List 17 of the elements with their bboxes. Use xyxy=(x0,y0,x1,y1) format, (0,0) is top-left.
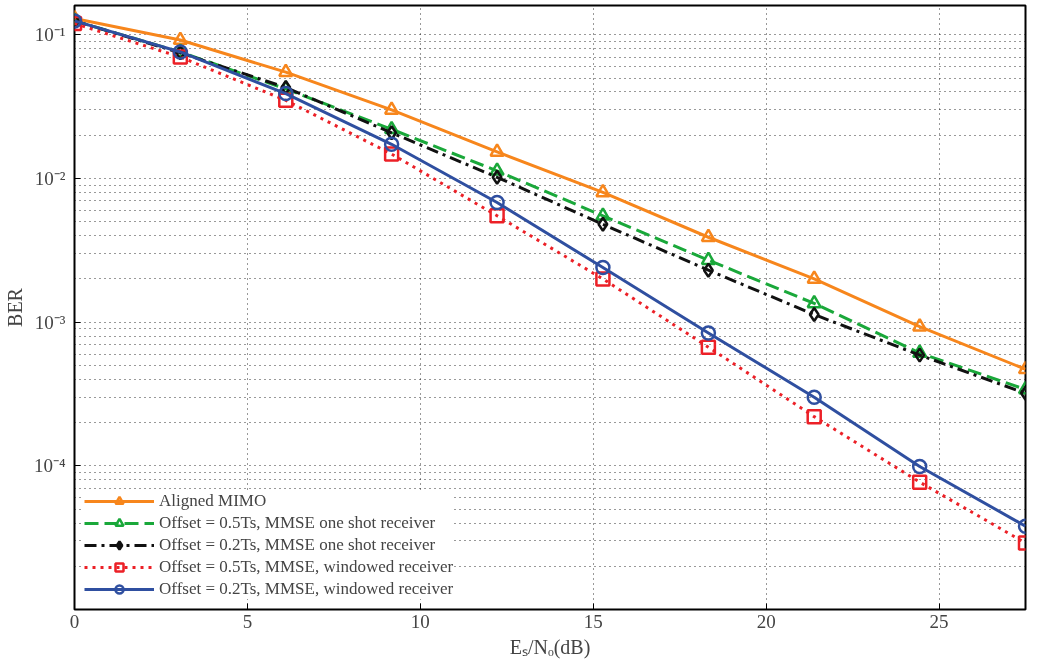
x-axis-title: Eₛ/Nₒ(dB) xyxy=(509,635,591,659)
x-tick-label: 5 xyxy=(242,610,253,632)
y-tick-label: 10⁻¹ xyxy=(34,24,66,46)
x-tick-label: 10 xyxy=(410,610,430,632)
x-tick-label: 25 xyxy=(929,610,949,632)
legend-label: Offset = 0.5Ts, MMSE, windowed receiver xyxy=(159,557,454,577)
x-tick-label: 15 xyxy=(583,610,603,632)
legend-label: Offset = 0.2Ts, MMSE, windowed receiver xyxy=(159,579,454,599)
y-tick-label: 10⁻⁴ xyxy=(33,455,66,477)
legend-label: Aligned MIMO xyxy=(159,491,267,511)
y-tick-label: 10⁻² xyxy=(34,167,66,189)
x-tick-label: 0 xyxy=(69,610,80,632)
x-tick-label: 20 xyxy=(756,610,776,632)
y-tick-label: 10⁻³ xyxy=(34,311,66,333)
legend-label: Offset = 0.5Ts, MMSE one shot receiver xyxy=(159,513,436,533)
y-axis-title: BER xyxy=(3,287,26,327)
legend-label: Offset = 0.2Ts, MMSE one shot receiver xyxy=(159,535,436,555)
